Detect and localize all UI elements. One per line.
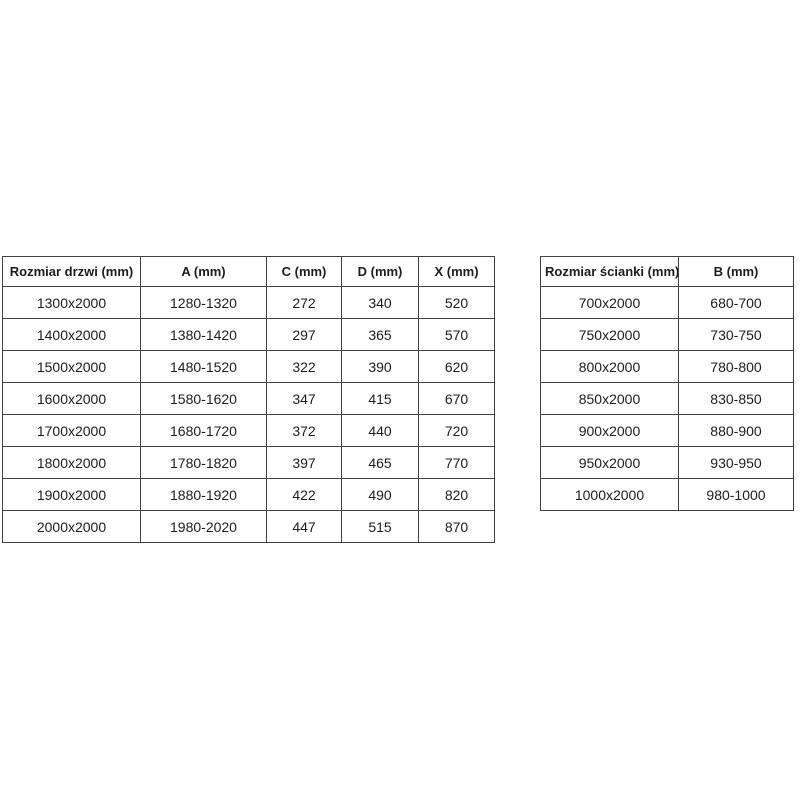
table-cell: 770 — [418, 446, 495, 479]
table-row: 1300x2000 1280-1320 272 340 520 — [2, 286, 495, 319]
door-size-table: Rozmiar drzwi (mm) A (mm) C (mm) D (mm) X (m… — [2, 256, 495, 543]
table-cell: 720 — [418, 414, 495, 447]
column-header: D (mm) — [341, 256, 419, 287]
table-cell: 1400x2000 — [2, 318, 141, 351]
table-cell: 415 — [341, 382, 419, 415]
table-cell: 870 — [418, 510, 495, 543]
table-cell: 1700x2000 — [2, 414, 141, 447]
table-cell: 850x2000 — [540, 382, 679, 415]
table-cell: 272 — [266, 286, 342, 319]
header-row: Rozmiar drzwi (mm) A (mm) C (mm) D (mm) X (m… — [2, 256, 495, 287]
table-cell: 1780-1820 — [140, 446, 267, 479]
table-cell: 1480-1520 — [140, 350, 267, 383]
table-cell: 570 — [418, 318, 495, 351]
table-cell: 950x2000 — [540, 446, 679, 479]
table-row: 800x2000 780-800 — [540, 350, 794, 383]
table-cell: 900x2000 — [540, 414, 679, 447]
table-row: 1900x2000 1880-1920 422 490 820 — [2, 478, 495, 511]
table-cell: 347 — [266, 382, 342, 415]
table-cell: 1000x2000 — [540, 478, 679, 511]
table-cell: 680-700 — [678, 286, 794, 319]
column-header: C (mm) — [266, 256, 342, 287]
table-row: 1500x2000 1480-1520 322 390 620 — [2, 350, 495, 383]
table-cell: 1380-1420 — [140, 318, 267, 351]
table-cell: 1600x2000 — [2, 382, 141, 415]
column-header: A (mm) — [140, 256, 267, 287]
table-row: 1700x2000 1680-1720 372 440 720 — [2, 414, 495, 447]
table-row: 750x2000 730-750 — [540, 318, 794, 351]
table-row: 2000x2000 1980-2020 447 515 870 — [2, 510, 495, 543]
table-cell: 340 — [341, 286, 419, 319]
table-cell: 1280-1320 — [140, 286, 267, 319]
table-row: 950x2000 930-950 — [540, 446, 794, 479]
column-header: Rozmiar drzwi (mm) — [2, 256, 141, 287]
table-cell: 750x2000 — [540, 318, 679, 351]
table-cell: 730-750 — [678, 318, 794, 351]
table-cell: 1880-1920 — [140, 478, 267, 511]
table-cell: 670 — [418, 382, 495, 415]
column-header: Rozmiar ścianki (mm) — [540, 256, 679, 287]
table-cell: 365 — [341, 318, 419, 351]
table-row: 1400x2000 1380-1420 297 365 570 — [2, 318, 495, 351]
table-cell: 1980-2020 — [140, 510, 267, 543]
table-cell: 372 — [266, 414, 342, 447]
table-cell: 322 — [266, 350, 342, 383]
table-cell: 397 — [266, 446, 342, 479]
table-cell: 2000x2000 — [2, 510, 141, 543]
table-cell: 620 — [418, 350, 495, 383]
table-cell: 520 — [418, 286, 495, 319]
table-cell: 930-950 — [678, 446, 794, 479]
table-cell: 422 — [266, 478, 342, 511]
header-row: Rozmiar ścianki (mm) B (mm) — [540, 256, 794, 287]
table-row: 700x2000 680-700 — [540, 286, 794, 319]
table-cell: 390 — [341, 350, 419, 383]
table-cell: 1900x2000 — [2, 478, 141, 511]
column-header: X (mm) — [418, 256, 495, 287]
table-cell: 447 — [266, 510, 342, 543]
table-row: 900x2000 880-900 — [540, 414, 794, 447]
table-cell: 700x2000 — [540, 286, 679, 319]
table-cell: 1580-1620 — [140, 382, 267, 415]
table-cell: 830-850 — [678, 382, 794, 415]
table-row: 1000x2000 980-1000 — [540, 478, 794, 511]
wall-size-table: Rozmiar ścianki (mm) B (mm) 700x2000 680-70… — [540, 256, 794, 511]
table-cell: 1680-1720 — [140, 414, 267, 447]
table-row: 850x2000 830-850 — [540, 382, 794, 415]
column-header: B (mm) — [678, 256, 794, 287]
table-cell: 1800x2000 — [2, 446, 141, 479]
table-cell: 1500x2000 — [2, 350, 141, 383]
table-cell: 1300x2000 — [2, 286, 141, 319]
table-cell: 880-900 — [678, 414, 794, 447]
table-cell: 980-1000 — [678, 478, 794, 511]
table-cell: 820 — [418, 478, 495, 511]
table-cell: 780-800 — [678, 350, 794, 383]
table-cell: 800x2000 — [540, 350, 679, 383]
table-row: 1800x2000 1780-1820 397 465 770 — [2, 446, 495, 479]
table-cell: 515 — [341, 510, 419, 543]
table-cell: 440 — [341, 414, 419, 447]
table-cell: 297 — [266, 318, 342, 351]
table-row: 1600x2000 1580-1620 347 415 670 — [2, 382, 495, 415]
table-cell: 465 — [341, 446, 419, 479]
table-cell: 490 — [341, 478, 419, 511]
